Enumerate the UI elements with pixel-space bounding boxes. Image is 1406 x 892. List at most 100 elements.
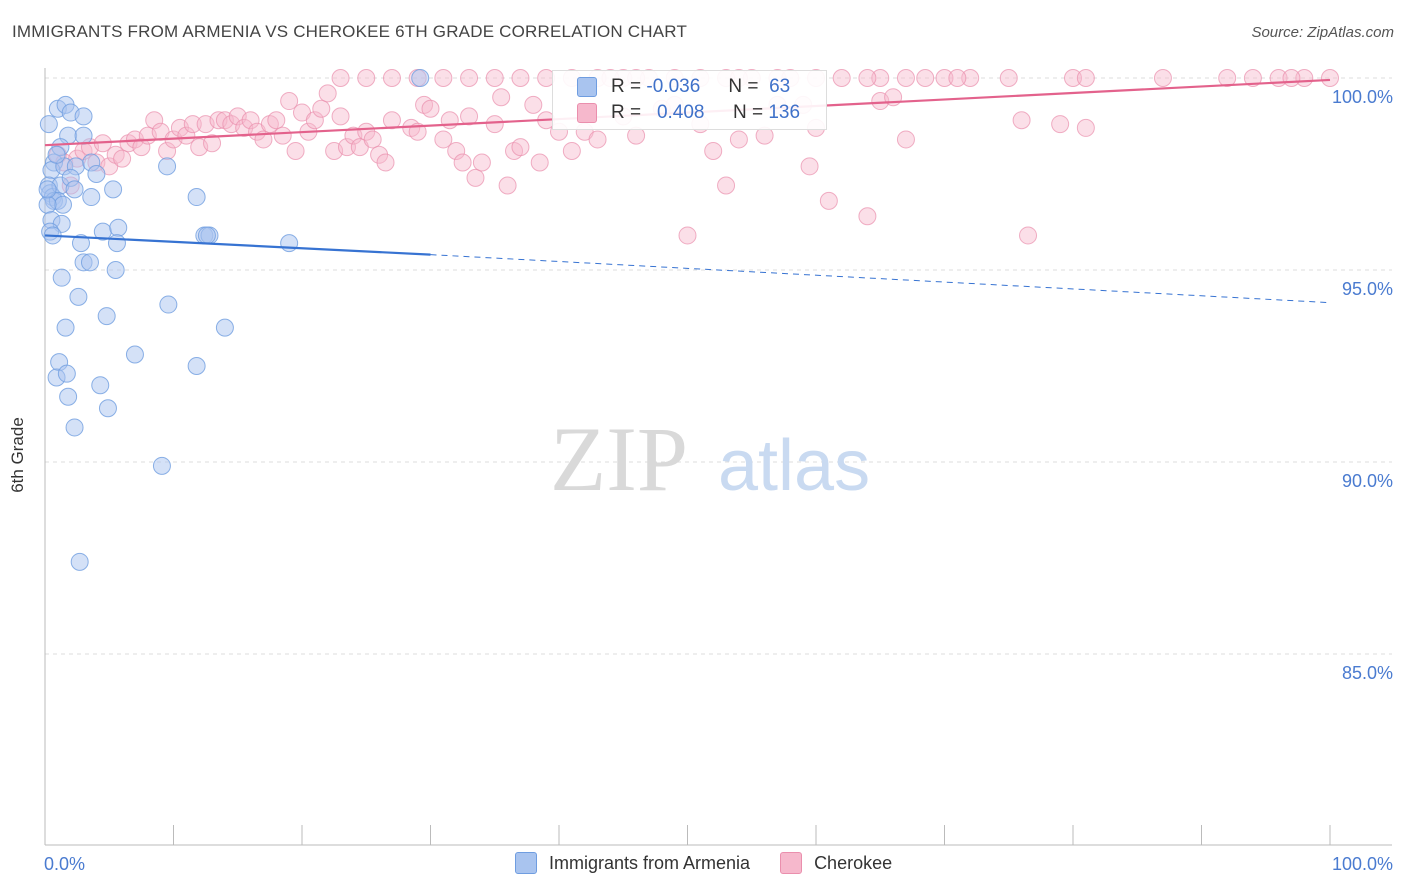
armenia-point: [38, 180, 57, 199]
r-value: 0.408: [656, 102, 705, 123]
cherokee-point: [305, 111, 324, 130]
armenia-point: [52, 268, 71, 287]
n-label: N =: [732, 102, 764, 123]
cherokee-point: [1076, 118, 1095, 137]
cherokee-point: [113, 149, 132, 168]
cherokee-point: [145, 111, 164, 130]
correlation-legend: R = -0.036 N = 63 R = 0.408 N = 136: [552, 70, 827, 130]
cherokee-point: [337, 138, 356, 157]
cherokee-point: [1064, 69, 1082, 87]
cherokee-point: [1153, 69, 1172, 87]
legend-item-armenia: Immigrants from Armenia: [515, 852, 750, 874]
cherokee-point: [948, 69, 967, 87]
cherokee-point: [524, 95, 543, 114]
cherokee-point: [460, 69, 479, 87]
n-value: 63: [769, 76, 791, 97]
cherokee-point: [273, 126, 292, 145]
armenia-point: [411, 69, 430, 87]
armenia-point: [59, 387, 78, 406]
cherokee-point: [267, 111, 286, 130]
n-label: N =: [728, 76, 759, 97]
cherokee-point: [177, 126, 196, 145]
armenia-point: [109, 218, 128, 237]
y-tick-label: 85.0%: [1342, 663, 1393, 683]
armenia-point: [80, 253, 99, 272]
armenia-point: [159, 295, 178, 314]
armenia-point: [39, 115, 58, 134]
legend-item-cherokee: Cherokee: [780, 852, 892, 874]
cherokee-point: [382, 69, 401, 87]
r-value: -0.036: [646, 76, 701, 97]
armenia-point: [74, 126, 93, 145]
cherokee-point: [729, 130, 748, 149]
armenia-point: [107, 234, 126, 253]
armenia-point: [65, 418, 84, 437]
cherokee-point: [1282, 69, 1301, 87]
cherokee-point: [363, 130, 382, 149]
armenia-point: [53, 195, 72, 214]
cherokee-point: [717, 176, 736, 195]
armenia-point: [65, 180, 84, 199]
cherokee-point: [871, 69, 890, 87]
cherokee-point: [1321, 69, 1339, 87]
cherokee-point: [1243, 69, 1262, 87]
cherokee-point: [485, 115, 504, 134]
armenia-point: [69, 287, 88, 306]
armenia-point: [91, 376, 110, 395]
cherokee-point: [382, 111, 401, 130]
cherokee-point: [132, 138, 151, 157]
cherokee-point: [241, 111, 260, 130]
cherokee-point: [370, 145, 389, 164]
cherokee-point: [183, 115, 202, 134]
cherokee-point: [800, 157, 819, 176]
cherokee-point: [1218, 69, 1237, 87]
armenia-point: [57, 364, 76, 383]
armenia-point: [187, 357, 206, 375]
armenia-point: [70, 552, 89, 571]
cherokee-point: [562, 141, 581, 160]
watermark: ZIP atlas: [550, 408, 870, 510]
armenia-point: [158, 157, 177, 176]
watermark-zip: ZIP: [550, 408, 688, 510]
armenia-swatch: [577, 77, 597, 97]
cherokee-point: [1051, 115, 1070, 134]
cherokee-point: [331, 69, 350, 87]
cherokee-point: [286, 141, 305, 160]
cherokee-point: [678, 226, 697, 245]
cherokee-point: [331, 107, 350, 126]
cherokee-point: [858, 207, 877, 226]
watermark-atlas: atlas: [718, 426, 870, 506]
axes: [44, 68, 1392, 846]
armenia-points: [38, 69, 430, 571]
y-tick-label: 95.0%: [1342, 279, 1393, 299]
armenia-point: [56, 318, 75, 337]
armenia-point: [71, 234, 90, 253]
cherokee-point: [511, 138, 530, 157]
cherokee-point: [466, 168, 485, 187]
armenia-legend-label: Immigrants from Armenia: [549, 852, 751, 873]
armenia-point: [97, 307, 116, 326]
armenia-legend-swatch: [515, 852, 537, 874]
armenia-point: [104, 180, 123, 199]
cherokee-point: [434, 69, 453, 87]
source-label: Source: ZipAtlas.com: [1251, 24, 1394, 41]
armenia-point: [98, 399, 117, 418]
series-legend: Immigrants from Armenia Cherokee: [515, 852, 922, 874]
cherokee-point: [460, 107, 479, 126]
cherokee-point: [203, 134, 222, 153]
cherokee-point: [498, 176, 517, 195]
cherokee-point: [896, 69, 915, 87]
cherokee-point: [318, 84, 337, 103]
cherokee-point: [935, 69, 954, 87]
armenia-point: [106, 261, 125, 279]
y-tick-label: 90.0%: [1342, 471, 1393, 491]
legend-row-cherokee: R = 0.408 N = 136: [577, 101, 800, 125]
cherokee-legend-label: Cherokee: [814, 852, 893, 873]
cherokee-point: [858, 69, 877, 87]
gridlines: [45, 77, 1392, 655]
cherokee-point: [440, 111, 459, 130]
x-tick-label: 0.0%: [44, 854, 85, 874]
chart-title: IMMIGRANTS FROM ARMENIA VS CHEROKEE 6TH …: [12, 22, 688, 41]
cherokee-point: [447, 141, 466, 160]
